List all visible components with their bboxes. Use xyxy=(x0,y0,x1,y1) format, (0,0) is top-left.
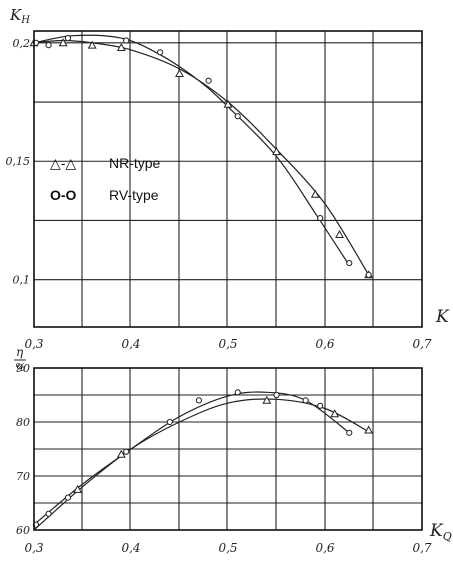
x-tick-label: 0,5 xyxy=(218,337,237,351)
bottom-x-axis-symbol: KQ xyxy=(429,521,452,543)
triangle-point-nr xyxy=(335,230,344,239)
circle-point-rv xyxy=(346,259,353,267)
x-tick-label: 0,7 xyxy=(412,541,431,555)
y-tick-label: 0,1 xyxy=(13,274,31,287)
triangle-point-nr xyxy=(272,147,281,156)
circle-point-rv xyxy=(365,271,372,279)
bottom-plot-frame xyxy=(33,367,423,531)
bottom-curves xyxy=(33,391,369,531)
circle-point-rv xyxy=(64,35,72,42)
x-tick-label: 0,6 xyxy=(315,541,334,555)
y-tick-label: 90 xyxy=(16,362,30,375)
series-line-nr-type xyxy=(33,398,369,531)
x-tick-label: 0,3 xyxy=(24,337,43,351)
top-plot-frame xyxy=(33,30,423,328)
top-y-axis-symbol: KH xyxy=(9,6,30,26)
legend-symbol-nr: △-△ xyxy=(50,155,76,171)
circle-point-rv xyxy=(346,429,353,436)
efficiency-vs-kq-panel: 90 80 70 60 0,3 0,4 0,5 0,6 0,7 η % KQ xyxy=(14,345,452,555)
series-line-nr-type xyxy=(33,39,370,276)
y-tick-label: 0,2 xyxy=(13,37,31,50)
top-curves xyxy=(33,34,370,276)
x-tick-label: 0,5 xyxy=(218,541,237,555)
triangle-point-nr xyxy=(330,409,340,418)
kh-vs-kq-panel: 0,2 0,15 0,1 0,3 0,4 0,5 0,6 0,7 KH K △-△ NR-t… xyxy=(6,6,451,351)
triangle-point-nr xyxy=(116,42,126,51)
series-line-rv-type xyxy=(33,34,350,266)
circle-point-rv xyxy=(234,113,241,120)
x-tick-label: 0,4 xyxy=(121,541,140,555)
triangle-point-nr xyxy=(262,395,272,404)
legend: △-△ NR-type O-O RV-type xyxy=(50,155,161,203)
triangle-point-nr xyxy=(175,68,184,78)
circle-point-rv xyxy=(64,494,72,501)
triangle-point-nr xyxy=(116,449,126,458)
legend-symbol-rv: O-O xyxy=(50,187,77,203)
x-tick-label: 0,3 xyxy=(24,541,43,555)
circle-point-rv xyxy=(273,391,280,399)
bottom-y-tick-labels: 90 80 70 60 xyxy=(16,362,30,537)
circle-point-rv xyxy=(302,397,309,404)
top-x-axis-symbol: K xyxy=(435,307,450,327)
bottom-grid-lines xyxy=(33,367,423,531)
bottom-x-tick-labels: 0,3 0,4 0,5 0,6 0,7 xyxy=(24,541,431,555)
circle-point-rv xyxy=(317,402,324,409)
circle-point-rv xyxy=(205,77,212,84)
top-y-tick-labels: 0,2 0,15 0,1 xyxy=(6,37,31,287)
circle-point-rv xyxy=(234,389,241,396)
y-tick-label: 0,15 xyxy=(6,155,31,168)
circle-point-rv xyxy=(123,37,130,44)
triangle-point-nr xyxy=(223,99,233,108)
bottom-y-axis-symbol: η xyxy=(16,345,24,359)
triangle-point-nr xyxy=(364,425,374,434)
y-tick-label: 60 xyxy=(16,524,30,537)
top-grid-lines xyxy=(33,31,423,327)
legend-label-rv: RV-type xyxy=(109,187,159,203)
triangle-point-nr xyxy=(73,484,83,493)
circle-point-rv xyxy=(166,418,173,426)
x-tick-label: 0,4 xyxy=(121,337,140,351)
triangle-point-nr xyxy=(58,38,68,47)
bottom-data-points xyxy=(32,389,374,528)
top-data-points xyxy=(29,35,374,279)
top-x-tick-labels: 0,3 0,4 0,5 0,6 0,7 xyxy=(24,337,431,351)
circle-point-rv xyxy=(157,49,164,56)
circle-point-rv xyxy=(45,42,52,49)
x-tick-label: 0,6 xyxy=(315,337,334,351)
triangle-point-nr xyxy=(87,40,97,49)
series-line-rv-type xyxy=(33,391,350,526)
y-tick-label: 80 xyxy=(16,416,30,429)
circle-point-rv xyxy=(123,448,130,455)
legend-label-nr: NR-type xyxy=(109,155,161,171)
x-tick-label: 0,7 xyxy=(412,337,431,351)
circle-point-rv xyxy=(195,397,202,404)
y-tick-label: 70 xyxy=(16,470,30,483)
bottom-y-axis-unit: % xyxy=(15,361,25,374)
circle-point-rv xyxy=(45,510,52,517)
triangle-point-nr xyxy=(310,189,320,198)
circle-point-rv xyxy=(317,214,324,222)
